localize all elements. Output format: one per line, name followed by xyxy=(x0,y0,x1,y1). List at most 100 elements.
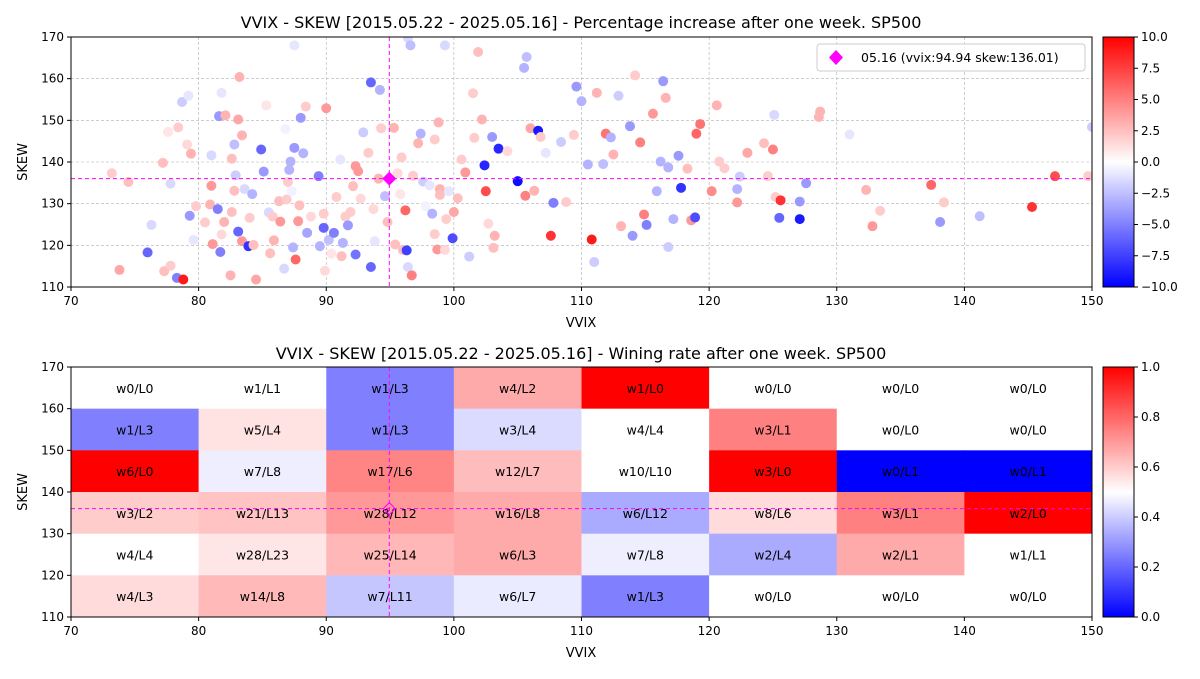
scatter-point xyxy=(935,217,946,227)
scatter-point xyxy=(293,216,304,227)
scatter-point xyxy=(336,251,347,262)
y-tick-label: 160 xyxy=(41,402,64,416)
scatter-point xyxy=(376,123,387,134)
scatter-crosshair xyxy=(71,37,1092,287)
scatter-point xyxy=(1027,202,1038,212)
scatter-point xyxy=(443,186,454,197)
heatmap-cell xyxy=(581,367,710,410)
scatter-point xyxy=(233,226,244,237)
scatter-point xyxy=(938,197,949,208)
y-tick-label: 120 xyxy=(41,238,64,252)
heatmap-cell-label: w7/L11 xyxy=(367,589,412,604)
scatter-point xyxy=(216,229,227,240)
scatter-point xyxy=(244,212,255,223)
scatter-legend: 05.16 (vvix:94.94 skew:136.01) xyxy=(816,43,1086,72)
scatter-point xyxy=(289,142,300,153)
scatter-point xyxy=(275,216,286,227)
scatter-point xyxy=(447,233,458,244)
scatter-point xyxy=(794,196,805,207)
scatter-point xyxy=(487,132,498,142)
heatmap-cell-labels: w0/L0 w1/L1 w1/L3 w4/L2 w1/L0 w0/L0 w0/L0 w0/L0… xyxy=(116,381,1047,604)
colorbar-tick-label: 0.6 xyxy=(1141,460,1160,474)
scatter-point xyxy=(294,200,305,211)
heatmap-cell-label: w6/L12 xyxy=(623,506,668,521)
y-tick-label: 140 xyxy=(41,485,64,499)
scatter-point xyxy=(256,144,267,155)
scatter-point xyxy=(613,90,624,101)
scatter-point xyxy=(157,157,168,168)
heatmap-cell xyxy=(198,575,327,617)
scatter-point xyxy=(413,138,424,149)
heatmap-cell-label: w0/L1 xyxy=(1010,464,1047,479)
scatter-colorbar-gradient xyxy=(1102,36,1135,288)
scatter-point xyxy=(230,170,241,181)
x-tick-label: 140 xyxy=(953,624,976,638)
colorbar-tick-label: 0.0 xyxy=(1141,155,1160,169)
heatmap-cell-label: w0/L0 xyxy=(1010,381,1047,396)
heatmap-cell xyxy=(836,492,965,535)
heatmap-cell-label: w14/L8 xyxy=(240,589,285,604)
scatter-point xyxy=(247,189,258,200)
heatmap-cell-label: w6/L0 xyxy=(116,464,153,479)
scatter-point xyxy=(191,201,202,212)
scatter-point xyxy=(630,70,641,81)
colorbar-tick-label: 0.4 xyxy=(1141,510,1160,524)
heatmap-cell xyxy=(581,533,710,576)
heatmap-cell xyxy=(71,450,200,493)
scatter-point xyxy=(342,220,353,231)
x-tick-label: 100 xyxy=(442,294,465,308)
scatter-point xyxy=(282,177,293,187)
scatter-point xyxy=(355,193,366,204)
scatter-point xyxy=(350,249,361,260)
scatter-point xyxy=(483,218,494,229)
scatter-point xyxy=(374,84,385,95)
legend-marker-diamond-icon xyxy=(829,50,843,65)
scatter-point xyxy=(591,87,602,98)
heatmap-cell-label: w1/L3 xyxy=(371,381,408,396)
scatter-point xyxy=(651,186,662,197)
heatmap-cell xyxy=(964,492,1092,535)
heatmap-cell-label: w3/L1 xyxy=(754,423,791,438)
scatter-point xyxy=(284,164,295,175)
scatter-point xyxy=(229,185,240,196)
scatter-point xyxy=(289,40,300,51)
scatter-point xyxy=(456,154,467,165)
scatter-point xyxy=(439,244,450,255)
scatter-point xyxy=(861,184,872,195)
colorbar-tick-label: 10.0 xyxy=(1141,30,1168,44)
scatter-point xyxy=(691,128,702,139)
scatter-point xyxy=(392,168,403,179)
scatter-point xyxy=(673,150,684,161)
scatter-point xyxy=(616,221,627,232)
scatter-point xyxy=(281,194,292,205)
scatter-point xyxy=(358,127,369,138)
heatmap-cell xyxy=(198,533,327,576)
scatter-point xyxy=(215,247,226,257)
scatter-point xyxy=(395,189,406,200)
heatmap-title: VVIX - SKEW [2015.05.22 - 2025.05.16] - … xyxy=(276,344,887,363)
heatmap-cell-label: w10/L10 xyxy=(619,464,672,479)
scatter-point xyxy=(206,180,217,191)
scatter-point xyxy=(200,217,211,228)
heatmap-cell-label: w0/L0 xyxy=(754,589,791,604)
heatmap-cell-label: w2/L4 xyxy=(754,548,791,563)
scatter-point xyxy=(548,197,559,208)
scatter-point xyxy=(432,244,443,255)
heatmap-cell-label: w3/L2 xyxy=(116,506,153,521)
y-tick-label: 140 xyxy=(41,155,64,169)
heatmap-y-label: SKEW xyxy=(16,473,31,511)
colorbar-tick-label: 7.5 xyxy=(1141,61,1160,75)
heatmap-cell xyxy=(71,533,200,576)
heatmap-cell xyxy=(71,367,200,410)
scatter-point xyxy=(408,170,419,181)
scatter-point xyxy=(326,248,337,259)
x-tick-label: 120 xyxy=(698,624,721,638)
scatter-point xyxy=(265,248,276,259)
scatter-point xyxy=(711,100,722,111)
scatter-point xyxy=(719,163,730,174)
scatter-point xyxy=(114,264,125,275)
scatter-point xyxy=(974,211,985,222)
x-tick-label: 70 xyxy=(63,294,78,308)
heatmap-cell-label: w0/L0 xyxy=(754,381,791,396)
scatter-point xyxy=(415,128,426,139)
